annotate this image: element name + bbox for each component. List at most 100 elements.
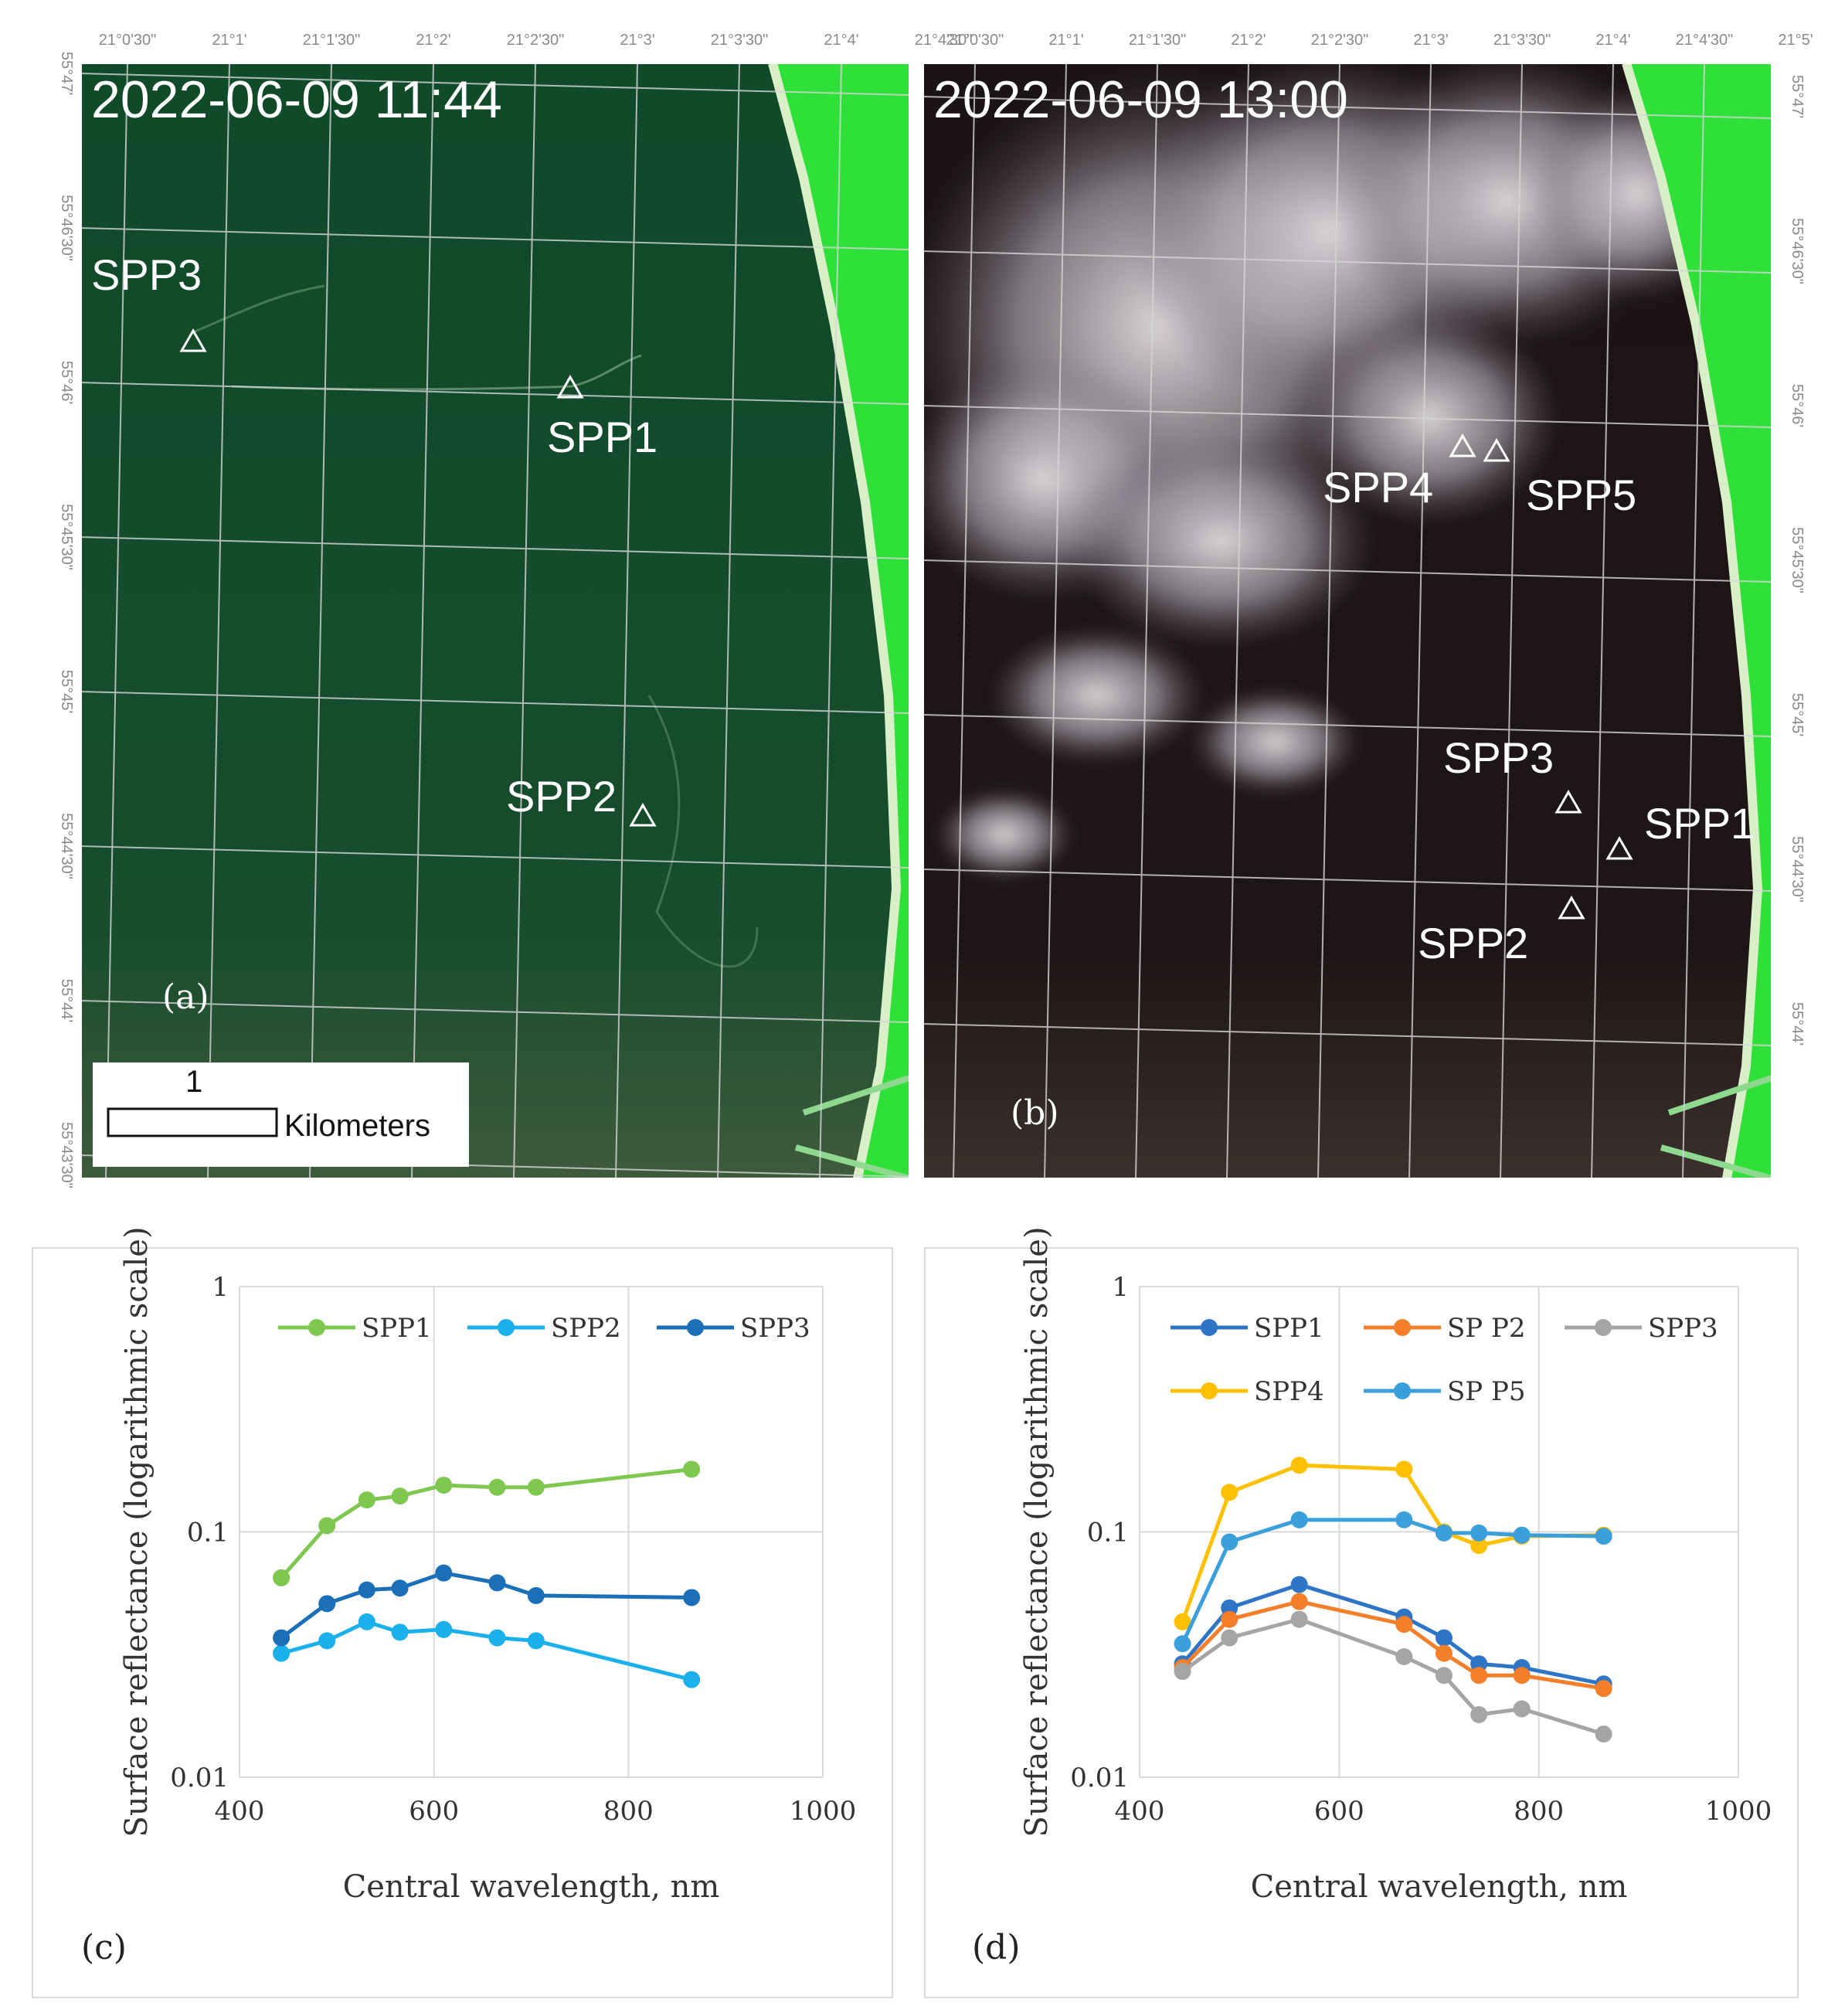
legend-label: SPP1 [1254,1313,1324,1344]
data-point [1470,1667,1488,1685]
legend-label: SPP4 [1254,1376,1324,1407]
data-point [683,1460,701,1478]
data-point [1470,1655,1488,1673]
point-label-spp2: SPP2 [506,772,617,821]
data-point [1435,1667,1453,1685]
y-tick-label: 0.01 [170,1763,229,1793]
longitude-label: 21°2' [416,32,450,49]
y-tick-label: 1 [1112,1272,1129,1303]
legend-marker [1394,1319,1411,1336]
data-point [273,1644,291,1662]
data-point [435,1620,453,1638]
y-tick-label: 0.1 [187,1518,229,1549]
longitude-label: 21°1' [1048,32,1083,49]
legend-label: SPP3 [740,1313,810,1344]
data-point [1470,1705,1488,1723]
panel-label-c: (c) [81,1928,127,1967]
longitude-label: 21°4' [824,32,858,49]
chart-gridlines [239,1286,824,1778]
series-spp3 [273,1564,701,1647]
latitude-label: 55°44' [58,979,75,1022]
latitude-label: 55°43'30" [58,1122,75,1188]
data-point [1290,1576,1308,1593]
x-tick-label: 400 [1115,1796,1165,1827]
longitude-label: 21°1'30" [1129,32,1187,49]
latitude-labels: 55°47' 55°46'30" 55°46' 55°45'30" 55°45' 55°4… [1789,75,1806,1045]
point-label-spp4: SPP4 [1323,463,1433,512]
map-grid [923,63,1772,1178]
longitude-label: 21°4'30" [915,32,973,49]
legend-item: SP P5 [1364,1376,1526,1407]
latitude-label: 55°47' [58,52,75,95]
data-point [391,1579,409,1597]
latitude-label: 55°46'30" [58,195,75,261]
data-point [1221,1484,1238,1501]
data-point [435,1564,453,1582]
y-tick-label: 0.01 [1070,1763,1129,1793]
cloud-cover [923,63,1746,881]
data-point [435,1477,453,1494]
x-axis-title: Central wavelength, nm [1251,1869,1628,1905]
longitude-label: 21°5' [1778,32,1813,49]
longitude-label: 21°4' [1595,32,1630,49]
longitude-label: 21°2'30" [1311,32,1369,49]
data-point [318,1517,336,1535]
point-marker-icon [1449,433,1476,457]
data-point [1395,1647,1413,1665]
legend-item: SPP3 [1565,1313,1718,1344]
data-point [273,1569,291,1586]
point-marker-icon [556,374,584,399]
data-point [1290,1511,1308,1528]
y-axis-title: Surface reflectance (logarithmic scale) [119,1226,155,1837]
data-point [683,1671,701,1688]
legend-label: SP P2 [1447,1313,1526,1344]
data-point [1513,1667,1531,1685]
chart-legend: SPP1 SPP2 SPP3 [278,1313,810,1344]
legend-item: SPP3 [657,1313,810,1344]
data-point [358,1581,375,1599]
data-point [1513,1526,1531,1544]
data-point [1174,1663,1191,1681]
data-point [1174,1613,1191,1630]
data-point [488,1574,506,1592]
y-tick-label: 0.1 [1087,1518,1129,1549]
legend-marker [1201,1319,1218,1336]
legend-label: SPP1 [362,1313,432,1344]
chart-tick-labels: 400 600 800 1000 0.01 0.1 1 [1070,1272,1772,1827]
scale-bar-unit: Kilometers [284,1109,430,1143]
point-marker-icon [1554,789,1582,814]
legend-item: SP P2 [1364,1313,1526,1344]
satellite-map-a: 2022-06-09 11:44 SPP3 SPP1 SPP2 (a) 1 Ki… [58,32,972,1188]
legend-marker [498,1319,515,1336]
latitude-label: 55°45'30" [58,504,75,570]
x-axis-title: Central wavelength, nm [343,1869,720,1905]
chart-tick-labels: 400 600 800 1000 0.01 0.1 1 [170,1272,856,1827]
legend-item: SPP2 [467,1313,621,1344]
longitude-label: 21°2'30" [507,32,565,49]
data-point [1395,1511,1413,1528]
legend-item: SPP1 [1171,1313,1324,1344]
data-point [391,1623,409,1641]
data-point [1435,1524,1453,1542]
legend-label: SP P5 [1447,1376,1526,1407]
chart-legend: SPP1 SP P2 SPP3 SPP4 SP P5 [1171,1313,1718,1407]
series-spp5 [1174,1511,1612,1653]
series-spp2 [273,1613,701,1688]
panel-label-b: (b) [1011,1093,1059,1133]
data-point [527,1586,545,1604]
scale-bar: 1 Kilometers [93,1062,469,1167]
series-spp3 [1174,1610,1612,1743]
data-point [358,1491,375,1509]
latitude-label: 55°45' [58,670,75,713]
longitude-label: 21°3' [1413,32,1448,49]
longitude-labels: 21°0'30" 21°1' 21°1'30" 21°2' 21°2'30" 21°3' 2… [946,32,1813,49]
point-marker-icon [1558,895,1585,920]
legend-marker [687,1319,704,1336]
x-tick-label: 1000 [1705,1796,1772,1827]
satellite-map-b: 2022-06-09 13:00 SPP4 SPP5 SPP3 SPP1 SPP… [922,32,1813,1179]
data-point [1470,1537,1488,1555]
legend-label: SPP2 [551,1313,621,1344]
land-area [1626,63,1772,1178]
